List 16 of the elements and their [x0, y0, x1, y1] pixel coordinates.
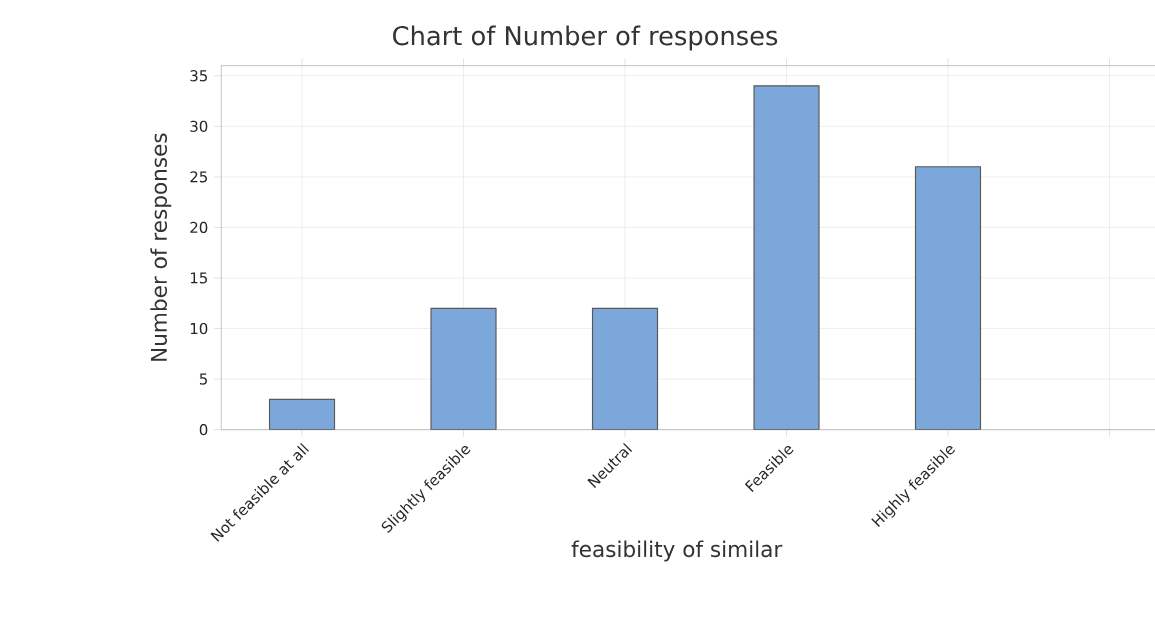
y-tick-label: 35	[190, 70, 207, 82]
y-tick-label: 15	[190, 272, 207, 284]
bar	[753, 85, 820, 430]
y-tick-label: 30	[190, 120, 208, 132]
x-axis-title: feasibility of similar	[571, 540, 783, 562]
y-tick-label: 25	[190, 171, 207, 183]
bar	[268, 398, 336, 430]
bar	[914, 166, 982, 430]
y-tick-label: 5	[199, 373, 207, 385]
y-tick-label: 20	[190, 221, 208, 234]
bar	[430, 307, 497, 430]
chart-title: Chart of Number of responses	[393, 25, 778, 51]
y-tick-label: 10	[190, 322, 208, 335]
y-tick-label: 0	[199, 423, 208, 436]
y-axis-title: Number of responses	[150, 133, 172, 361]
bar	[591, 307, 659, 430]
